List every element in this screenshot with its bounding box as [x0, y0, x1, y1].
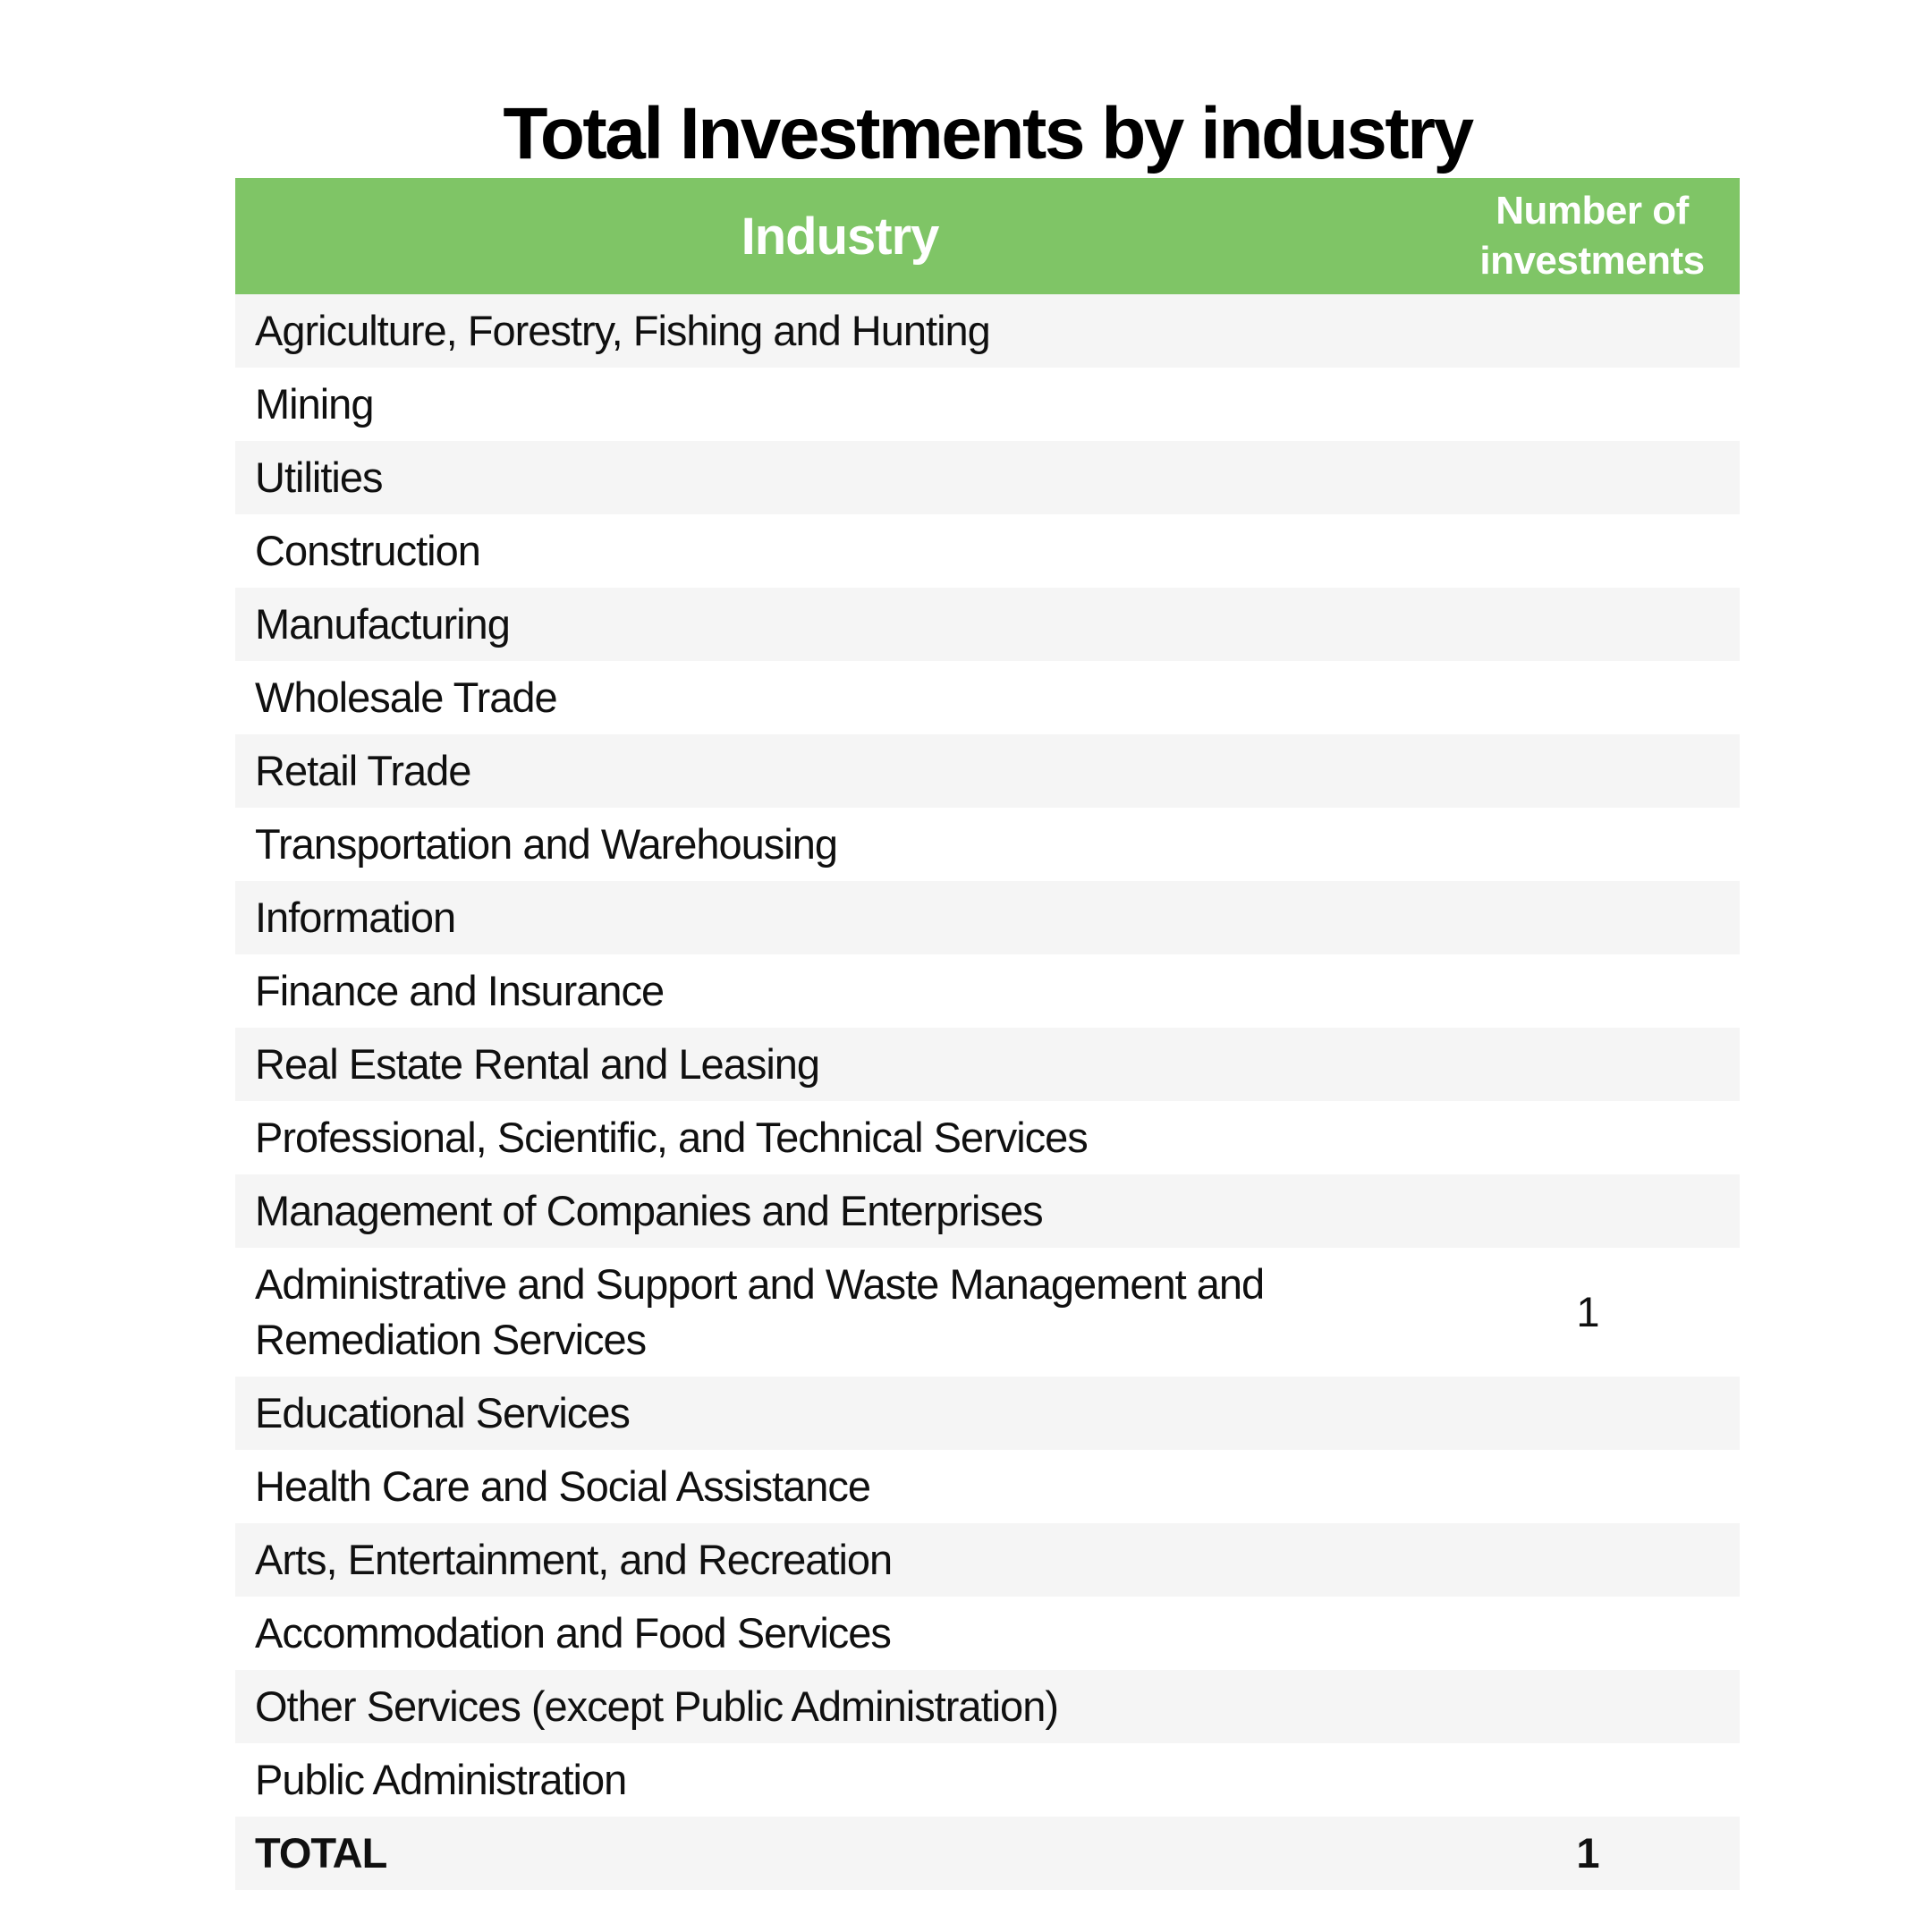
industry-cell: Real Estate Rental and Leasing — [255, 1040, 820, 1088]
industry-cell: Construction — [255, 527, 481, 574]
industry-cell: Other Services (except Public Administra… — [255, 1682, 1059, 1730]
industry-cell: Manufacturing — [255, 600, 511, 648]
value-cell — [1445, 294, 1740, 368]
industry-cell: Management of Companies and Enterprises — [255, 1187, 1044, 1234]
column-header-number-of-investments: Number of investments — [1445, 178, 1740, 294]
table-row: Information — [235, 881, 1740, 954]
value-cell — [1445, 441, 1740, 514]
table-row: Public Administration — [235, 1743, 1740, 1817]
value-cell — [1445, 1377, 1740, 1450]
industry-cell: Educational Services — [255, 1389, 631, 1436]
table-header: Industry Number of investments — [235, 178, 1740, 294]
industry-cell: Arts, Entertainment, and Recreation — [255, 1536, 893, 1583]
value-cell — [1445, 1743, 1740, 1817]
table-row: Other Services (except Public Administra… — [235, 1670, 1740, 1743]
industry-cell: Agriculture, Forestry, Fishing and Hunti… — [255, 307, 991, 354]
industry-cell: Transportation and Warehousing — [255, 820, 838, 868]
value-cell — [1445, 1450, 1740, 1523]
table-row: Arts, Entertainment, and Recreation — [235, 1523, 1740, 1597]
investments-by-industry-table: Industry Number of investments Agricultu… — [235, 178, 1740, 1890]
table-row: Health Care and Social Assistance — [235, 1450, 1740, 1523]
value-cell — [1445, 588, 1740, 661]
table-row: Accommodation and Food Services — [235, 1597, 1740, 1670]
value-cell — [1445, 1101, 1740, 1174]
table-row: Agriculture, Forestry, Fishing and Hunti… — [235, 294, 1740, 368]
total-value-cell: 1 — [1445, 1817, 1740, 1890]
industry-cell: Professional, Scientific, and Technical … — [255, 1114, 1089, 1161]
column-header-industry: Industry — [235, 178, 1445, 294]
value-cell — [1445, 368, 1740, 441]
industry-cell: Wholesale Trade — [255, 674, 558, 721]
industry-cell: Public Administration — [255, 1756, 627, 1803]
industry-cell: Finance and Insurance — [255, 967, 665, 1014]
industry-cell: Accommodation and Food Services — [255, 1609, 892, 1657]
value-cell — [1445, 1523, 1740, 1597]
value-cell — [1445, 954, 1740, 1028]
value-cell — [1445, 1597, 1740, 1670]
table-row: Utilities — [235, 441, 1740, 514]
value-cell — [1445, 1670, 1740, 1743]
page-title: Total Investments by industry — [503, 92, 1474, 174]
value-cell: 1 — [1576, 1288, 1599, 1335]
table-row: Educational Services — [235, 1377, 1740, 1450]
value-cell — [1445, 808, 1740, 881]
table-row: Professional, Scientific, and Technical … — [235, 1101, 1740, 1174]
industry-cell: Administrative and Support and Waste Man… — [255, 1260, 1265, 1363]
table-row: Construction — [235, 514, 1740, 588]
table-row: Mining — [235, 368, 1740, 441]
table-row: Administrative and Support and Waste Man… — [235, 1248, 1740, 1377]
industry-cell: Retail Trade — [255, 747, 471, 794]
industry-cell: Utilities — [255, 453, 383, 501]
value-cell — [1445, 661, 1740, 734]
table-row: Finance and Insurance — [235, 954, 1740, 1028]
value-cell — [1445, 1174, 1740, 1248]
value-cell — [1445, 514, 1740, 588]
table-row: Wholesale Trade — [235, 661, 1740, 734]
table-row: Manufacturing — [235, 588, 1740, 661]
value-cell — [1445, 734, 1740, 808]
value-cell — [1445, 1028, 1740, 1101]
value-cell — [1445, 881, 1740, 954]
industry-cell: Information — [255, 894, 456, 941]
total-row: TOTAL 1 — [235, 1817, 1740, 1890]
industry-cell: Mining — [255, 380, 374, 428]
table-row: Management of Companies and Enterprises — [235, 1174, 1740, 1248]
total-label-cell: TOTAL — [235, 1817, 1445, 1890]
industry-cell: Health Care and Social Assistance — [255, 1462, 871, 1510]
table-row: Real Estate Rental and Leasing — [235, 1028, 1740, 1101]
table-row: Transportation and Warehousing — [235, 808, 1740, 881]
table-row: Retail Trade — [235, 734, 1740, 808]
